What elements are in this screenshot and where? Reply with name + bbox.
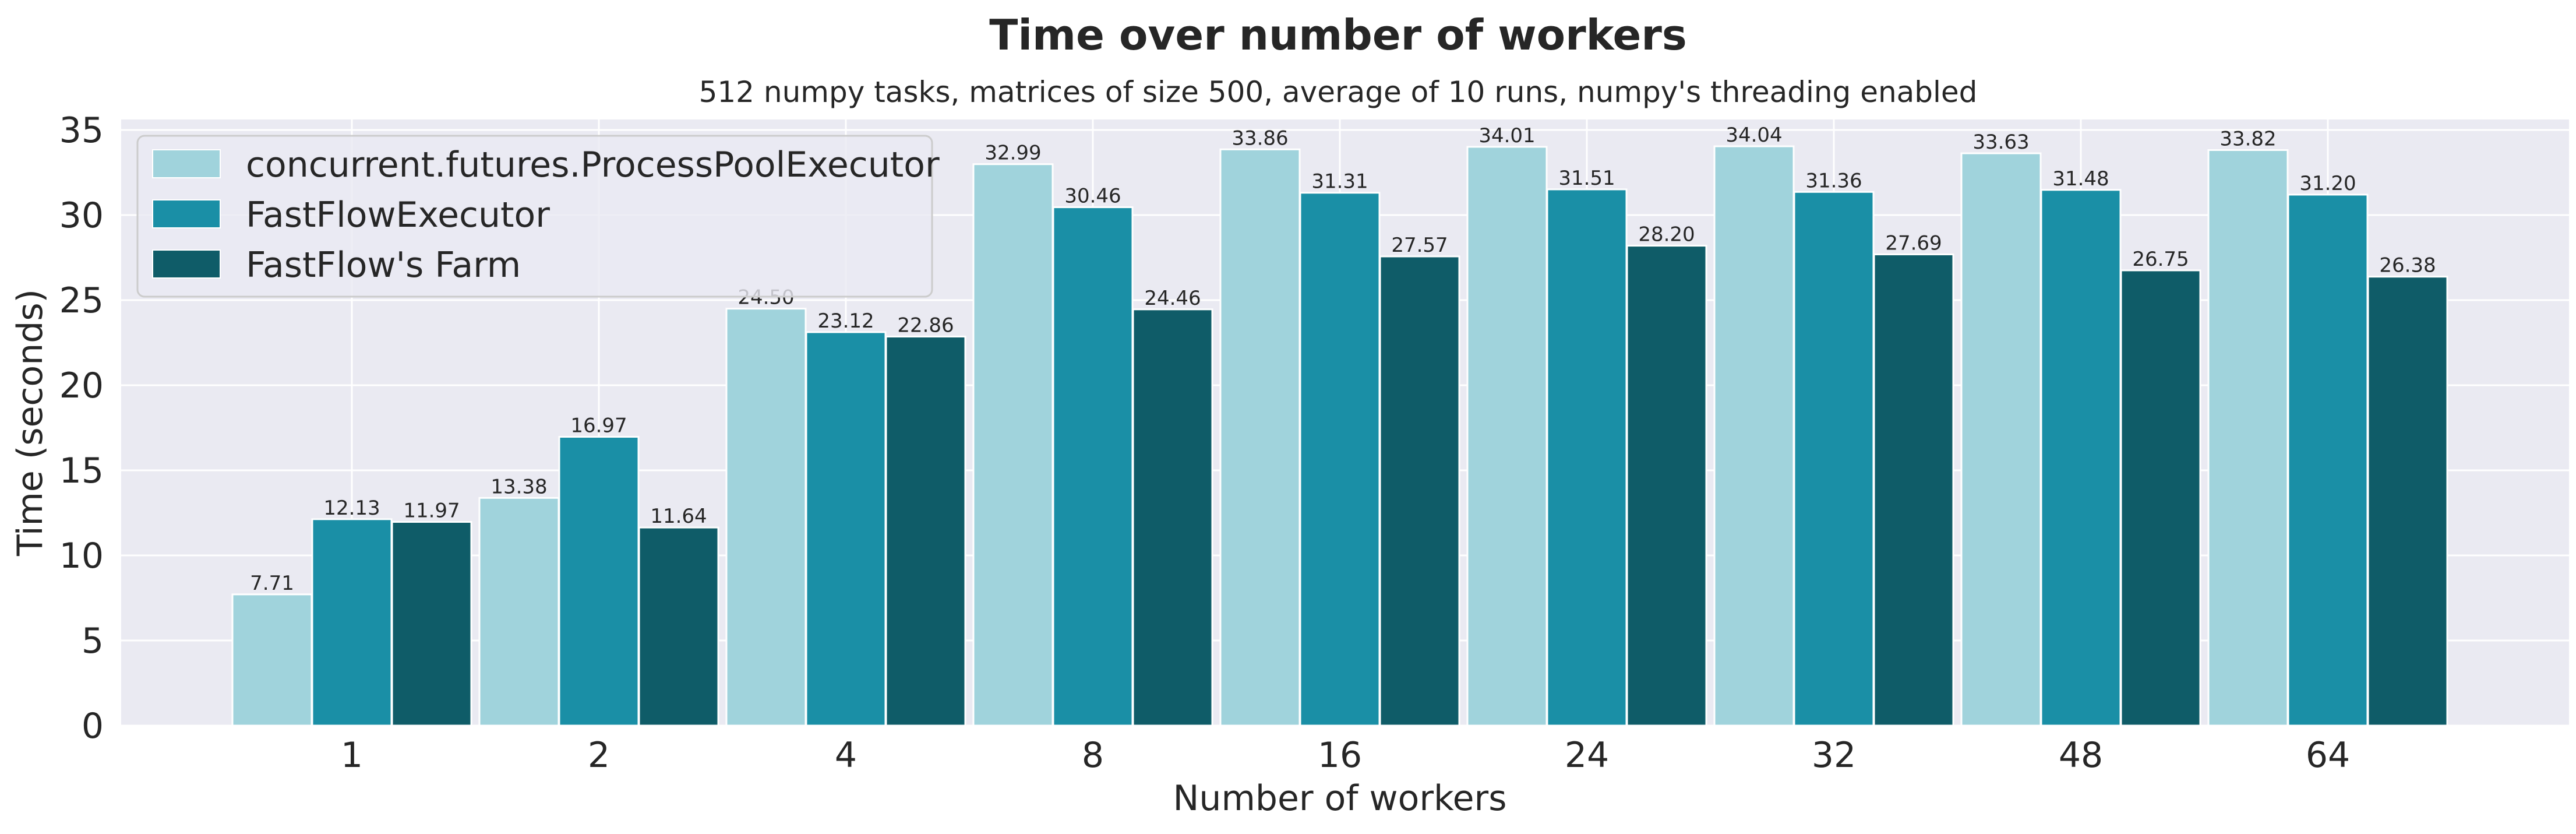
bar-value-label: 31.36 bbox=[1805, 169, 1862, 192]
bar-value-label: 30.46 bbox=[1064, 185, 1121, 208]
bar bbox=[1546, 188, 1628, 727]
bar bbox=[1873, 253, 1954, 727]
x-tick-label: 16 bbox=[1318, 735, 1362, 776]
bar-value-label: 27.57 bbox=[1391, 234, 1448, 257]
legend-box bbox=[136, 135, 933, 298]
bar-value-label: 32.99 bbox=[984, 142, 1041, 165]
bar bbox=[1132, 308, 1213, 727]
bar-value-label: 12.13 bbox=[323, 497, 380, 520]
bar bbox=[2040, 189, 2122, 727]
legend-swatch bbox=[152, 199, 221, 228]
bar bbox=[2207, 149, 2289, 727]
bar-value-label: 13.38 bbox=[491, 475, 547, 498]
y-tick-label: 5 bbox=[82, 621, 104, 661]
y-axis-label: Time (seconds) bbox=[10, 289, 51, 557]
bar bbox=[972, 163, 1054, 727]
bar-value-label: 23.12 bbox=[817, 309, 874, 333]
x-axis-label: Number of workers bbox=[1173, 778, 1507, 819]
bar bbox=[1713, 145, 1795, 727]
legend: concurrent.futures.ProcessPoolExecutor Fa… bbox=[136, 135, 940, 298]
x-tick-label: 24 bbox=[1565, 735, 1609, 776]
bar bbox=[885, 335, 966, 727]
bar bbox=[2367, 276, 2448, 727]
bar bbox=[558, 435, 640, 727]
bar-value-label: 26.75 bbox=[2132, 248, 2189, 271]
bar-value-label: 11.97 bbox=[403, 499, 460, 522]
y-tick-label: 15 bbox=[59, 451, 104, 491]
bar-value-label: 34.04 bbox=[1725, 124, 1782, 147]
bar-value-label: 34.01 bbox=[1478, 124, 1535, 147]
y-tick-label: 10 bbox=[59, 536, 104, 576]
x-tick-label: 2 bbox=[588, 735, 610, 776]
bar bbox=[2120, 269, 2201, 727]
bar-value-label: 31.20 bbox=[2299, 172, 2356, 195]
x-tick-label: 32 bbox=[1812, 735, 1856, 776]
bar bbox=[725, 308, 807, 727]
legend-swatch bbox=[152, 149, 221, 178]
y-tick-label: 35 bbox=[59, 110, 104, 151]
bar-value-label: 16.97 bbox=[570, 414, 627, 437]
bar bbox=[231, 593, 313, 727]
bar-value-label: 31.51 bbox=[1558, 167, 1615, 190]
bar bbox=[1793, 191, 1875, 727]
x-tick-label: 64 bbox=[2306, 735, 2350, 776]
bar bbox=[805, 331, 887, 727]
x-tick-label: 48 bbox=[2059, 735, 2103, 776]
bar-value-label: 33.82 bbox=[2219, 127, 2276, 150]
bar bbox=[311, 518, 393, 727]
bar bbox=[1960, 152, 2042, 727]
bar bbox=[478, 497, 560, 727]
x-tick-label: 4 bbox=[835, 735, 857, 776]
legend-label: FastFlowExecutor bbox=[246, 195, 550, 235]
bar bbox=[1219, 148, 1301, 727]
legend-label: concurrent.futures.ProcessPoolExecutor bbox=[246, 145, 940, 185]
bar bbox=[1466, 146, 1548, 727]
bar bbox=[1299, 192, 1381, 727]
y-tick-label: 20 bbox=[59, 365, 104, 406]
x-tick-label: 8 bbox=[1082, 735, 1104, 776]
y-tick-label: 0 bbox=[82, 706, 104, 747]
y-tick-label: 25 bbox=[59, 280, 104, 321]
bar-value-label: 11.64 bbox=[650, 505, 707, 528]
bar-value-label: 24.46 bbox=[1144, 287, 1201, 310]
bar-value-label: 7.71 bbox=[250, 572, 294, 595]
bar bbox=[391, 520, 472, 727]
legend-swatch bbox=[152, 249, 221, 279]
chart-title: Time over number of workers bbox=[989, 10, 1687, 59]
bar-value-label: 33.86 bbox=[1231, 126, 1288, 150]
bar bbox=[1379, 255, 1460, 727]
chart-subtitle: 512 numpy tasks, matrices of size 500, a… bbox=[699, 75, 1978, 109]
bars bbox=[231, 145, 2448, 727]
bar-value-label: 22.86 bbox=[897, 314, 954, 337]
bar-value-label: 31.31 bbox=[1311, 170, 1368, 193]
bar bbox=[1052, 206, 1134, 727]
bar bbox=[2287, 193, 2369, 727]
bar bbox=[638, 526, 719, 727]
bar-value-label: 27.69 bbox=[1885, 231, 1942, 255]
x-tick-label: 1 bbox=[341, 735, 363, 776]
bar-value-label: 26.38 bbox=[2379, 254, 2436, 277]
bar-value-label: 33.63 bbox=[1972, 131, 2029, 154]
bar-value-label: 31.48 bbox=[2052, 167, 2109, 191]
y-tick-label: 30 bbox=[59, 195, 104, 236]
bar-value-label: 28.20 bbox=[1638, 223, 1695, 247]
legend-label: FastFlow's Farm bbox=[246, 245, 521, 286]
bar bbox=[1626, 245, 1707, 727]
